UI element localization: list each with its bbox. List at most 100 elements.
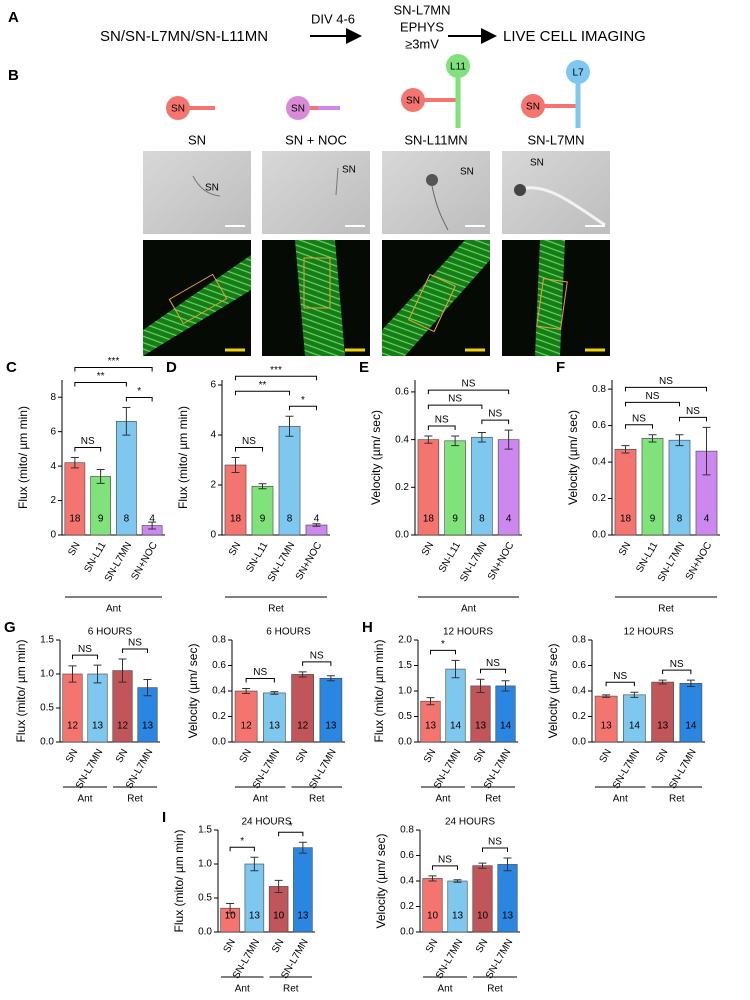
sample-size: 13 [502,911,514,922]
icon-label: SN [526,102,540,113]
flow-condition: SN-L7MN [393,2,450,17]
significance-bracket [605,681,635,687]
error-bar [122,407,131,436]
significance-bracket [625,424,653,429]
sample-size: 18 [620,514,632,525]
y-tick-label: 0.6 [212,660,226,671]
chart-title: 24 HOURS [445,817,495,828]
bar [472,865,493,933]
flow-step: DIV 4-6 [311,11,355,26]
group-label: Ant [235,984,250,995]
error-bar [96,469,105,484]
sample-size: 9 [650,514,656,525]
chart-title: 12 HOURS [443,627,493,638]
bar [497,864,518,933]
y-tick-label: 0.8 [400,825,414,836]
significance-bracket [432,865,458,870]
sample-size: 18 [423,514,435,525]
y-tick-label: 0.8 [572,635,586,646]
x-tick-label: SN [238,747,254,765]
error-bar [70,457,79,469]
y-tick-label: 0.6 [395,387,409,398]
y-tick-label: 0.0 [198,927,212,938]
significance-bracket [235,447,263,452]
error-bar [451,659,460,679]
y-tick-label: 0.8 [592,384,606,395]
flow-condition: ≥3mV [405,36,439,51]
error-bar [476,678,485,694]
sample-size: 4 [704,514,710,525]
significance-bracket [662,669,692,675]
significance-label: *** [108,356,120,367]
significance-bracket [427,389,510,395]
sample-size: 14 [685,721,697,732]
x-tick-label: SN [222,937,238,955]
y-tick-label: 0.5 [40,703,54,714]
icon-label: SN [406,96,420,107]
bar [679,683,703,743]
bar [651,681,674,743]
y-tick-label: 4 [50,461,56,472]
significance-bracket [480,668,506,674]
chart-title: 6 HOURS [88,627,133,638]
icon-label: SN [171,104,185,115]
icon-label: SN [291,104,305,115]
y-axis-label: Flux (mito/ µm min) [176,406,190,509]
y-tick-label: 0 [210,530,216,541]
y-tick-label: 6 [210,380,216,391]
sample-size: 13 [475,721,487,732]
significance-bracket [482,847,508,853]
bar [422,878,443,933]
sample-size: 12 [241,721,253,732]
column-title: SN-L11MN [404,132,467,147]
significance-bracket [481,419,510,425]
y-tick-label: 8 [50,392,56,403]
significance-label: NS [253,667,267,678]
sample-size: 13 [92,721,104,732]
bar [623,694,646,743]
y-axis-label: Flux (mito/ µm min) [372,640,386,743]
panel-letter: D [166,359,177,376]
group-label: Ret [268,604,284,615]
significance-label: NS [128,638,142,649]
x-tick-label: SN-L11 [634,540,660,575]
y-tick-label: 0.4 [395,434,409,445]
x-tick-label: SN-L7MN [266,540,297,584]
panel-letter: H [362,619,373,636]
error-bar [326,675,335,682]
y-tick-label: 2 [210,480,216,491]
bar [495,685,516,743]
panel-letter: C [6,359,17,376]
group-label: Ret [658,604,674,615]
column-title: SN + NOC [285,132,347,147]
significance-bracket [289,405,317,411]
y-tick-label: 0.5 [398,711,412,722]
significance-label: NS [462,379,476,390]
error-bar [501,680,510,692]
significance-label: NS [448,394,462,405]
error-bar [424,435,433,444]
significance-label: NS [488,409,502,420]
y-tick-label: 0.0 [572,737,586,748]
significance-label: NS [670,659,684,670]
x-tick-label: SN+NOC [294,540,325,582]
group-label: Ant [461,604,476,615]
bar [62,673,83,743]
soma [521,94,545,118]
error-bar [143,678,152,697]
x-tick-label: SN-L7MN [656,540,687,584]
flow-result: LIVE CELL IMAGING [503,28,646,45]
y-tick-label: 0.2 [572,711,586,722]
bar [447,880,468,933]
y-tick-label: 0.0 [400,927,414,938]
significance-label: NS [242,436,256,447]
flow-condition: EPHYS [400,19,444,34]
significance-label: * [137,386,141,397]
x-tick-label: SN [66,540,82,558]
error-bar [658,679,667,685]
y-tick-label: 0.0 [212,737,226,748]
sample-size: 13 [269,721,281,732]
soma [166,96,190,120]
error-bar [298,671,307,678]
y-tick-label: 2 [50,495,56,506]
